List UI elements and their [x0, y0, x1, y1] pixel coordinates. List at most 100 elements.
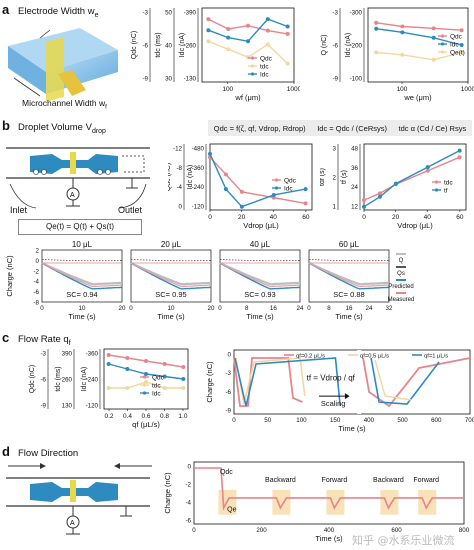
y-tick-label: 30 [165, 76, 172, 83]
y-tick-label: 36 [351, 165, 358, 172]
y-tick-label: 1 [333, 204, 337, 211]
y-tick-label: 0 [179, 204, 183, 211]
y-tick-label: -8 [176, 165, 182, 172]
series-line-Idc [208, 18, 288, 43]
legend-label: tdc [260, 63, 269, 70]
x-tick-label: 24 [297, 305, 304, 312]
data-point-Idc [106, 362, 111, 366]
data-point-tdc [425, 168, 430, 173]
x-tick-label: 400 [364, 417, 375, 424]
x-tick-label: 0 [307, 305, 311, 312]
data-point-tdc [162, 386, 167, 390]
legend-marker [142, 375, 147, 379]
x-tick-label: 1.0 [178, 413, 187, 420]
y-axis-label: Charge (nC) [163, 472, 172, 514]
x-tick-label: 0 [362, 214, 366, 221]
x-axis-label: Time (s) [335, 312, 363, 321]
plot-frame [201, 7, 295, 83]
y-axis-label: Idc (nA) [179, 33, 186, 58]
y-tick-label: -6 [225, 389, 231, 396]
y-tick-label: -360 [192, 165, 205, 172]
flow-1-curve [234, 357, 341, 407]
y-tick-label: -130 [184, 76, 197, 83]
x-tick-label: 700 [465, 417, 474, 424]
formula-tdc: tdc α (Cd / Ce) Rsys [398, 123, 467, 133]
plot-frame [193, 461, 465, 525]
y-tick-label: 0 [228, 352, 232, 359]
data-point-tdc [285, 61, 290, 66]
svg-text:A: A [70, 192, 75, 199]
data-point-Qdc [374, 20, 379, 25]
y-tick-label: 2 [333, 175, 337, 182]
predicted-curve [219, 262, 301, 290]
data-point-Qdc [206, 17, 211, 22]
y-tick-label: -3 [332, 10, 338, 17]
legend-label: Measured [388, 297, 415, 303]
subplot-frame [41, 249, 123, 303]
q-series-curve [308, 261, 390, 286]
electrode-channel-illustration [8, 28, 118, 102]
flow-0-5-curve-right [374, 359, 412, 401]
plot-frame [367, 7, 469, 83]
formula-strip: Qdc = f(ζ, qf, Vdrop, Rdrop) Idc = Qdc /… [208, 120, 472, 136]
legend-marker [142, 383, 147, 387]
y-tick-label: -4 [176, 184, 182, 191]
x-tick-label: 10 [79, 305, 86, 312]
subplot-volume-label: 20 μL [161, 240, 182, 249]
panel-c-title: Flow Rate qf [18, 334, 71, 347]
data-point-Qdc [144, 359, 148, 363]
y-tick-label: 0 [36, 258, 40, 265]
data-point-Qdc [239, 189, 244, 194]
x-axis-label: wf (μm) [234, 93, 261, 102]
y-axis-label: Q (nC) [321, 35, 328, 56]
similarity-coefficient: SC= 0.88 [333, 290, 364, 299]
predicted-curve [308, 262, 390, 290]
x-tick-label: 0.8 [160, 413, 169, 420]
legend-label: Qdc [450, 33, 463, 40]
data-point-Qe(t) [431, 57, 436, 62]
x-tick-label: 100 [296, 417, 307, 424]
droplet-circuit-illustration: A [6, 147, 150, 209]
data-point-tdc [362, 198, 366, 203]
plot-frame [209, 143, 313, 211]
data-point-Idc [374, 26, 379, 31]
x-tick-label: 0.4 [123, 413, 132, 420]
data-point-tf [425, 165, 430, 170]
y-tick-label: -4 [33, 279, 39, 286]
data-point-Idc [459, 43, 464, 47]
plot-frame [103, 348, 189, 410]
similarity-coefficient: SC= 0.94 [66, 290, 97, 299]
measured-curve [130, 262, 212, 288]
x-axis-label: Time (s) [338, 424, 366, 433]
data-point-Idc [223, 187, 228, 192]
data-point-tf [393, 181, 398, 186]
legend-label: Q [399, 258, 404, 264]
y-tick-label: -480 [192, 146, 205, 153]
y-tick-label: 2 [36, 248, 40, 255]
flow-0-2-curve [233, 357, 303, 407]
data-point-Qdc [162, 362, 167, 366]
subplot-volume-label: 60 μL [339, 240, 360, 249]
y-tick-label: -9 [332, 76, 338, 83]
data-point-Qdc [431, 26, 436, 31]
chart-b1: -480 -360 -240 -120 Idc (nA) -12 -8 -4 0 Qdc (nC)… [168, 143, 313, 230]
y-tick-label: -8 [33, 300, 39, 307]
y-tick-label: -6 [142, 43, 148, 50]
qdc-annotation: Qdc [220, 469, 233, 476]
data-point-Idc [181, 377, 186, 381]
legend-marker [440, 42, 445, 46]
chart-a1: -390 -260 -130 Idc (nA) 50 40 30 tdc (ms) -3 -6 -9… [131, 7, 300, 102]
x-tick-label: 1000 [287, 86, 300, 93]
x-axis-label: we (μm) [403, 93, 432, 102]
plot-frame [233, 349, 471, 415]
data-point-tdc [181, 386, 186, 390]
data-point-Qdc [125, 356, 130, 360]
qs-series-curve [219, 258, 301, 262]
series-line-Qe(t) [376, 51, 462, 61]
x-tick-label: 600 [391, 527, 402, 534]
legend-marker [142, 391, 147, 395]
y-axis-label: Qdc (nC) [168, 163, 172, 191]
data-point-Idc [125, 367, 130, 371]
subplot-frame [219, 249, 301, 303]
